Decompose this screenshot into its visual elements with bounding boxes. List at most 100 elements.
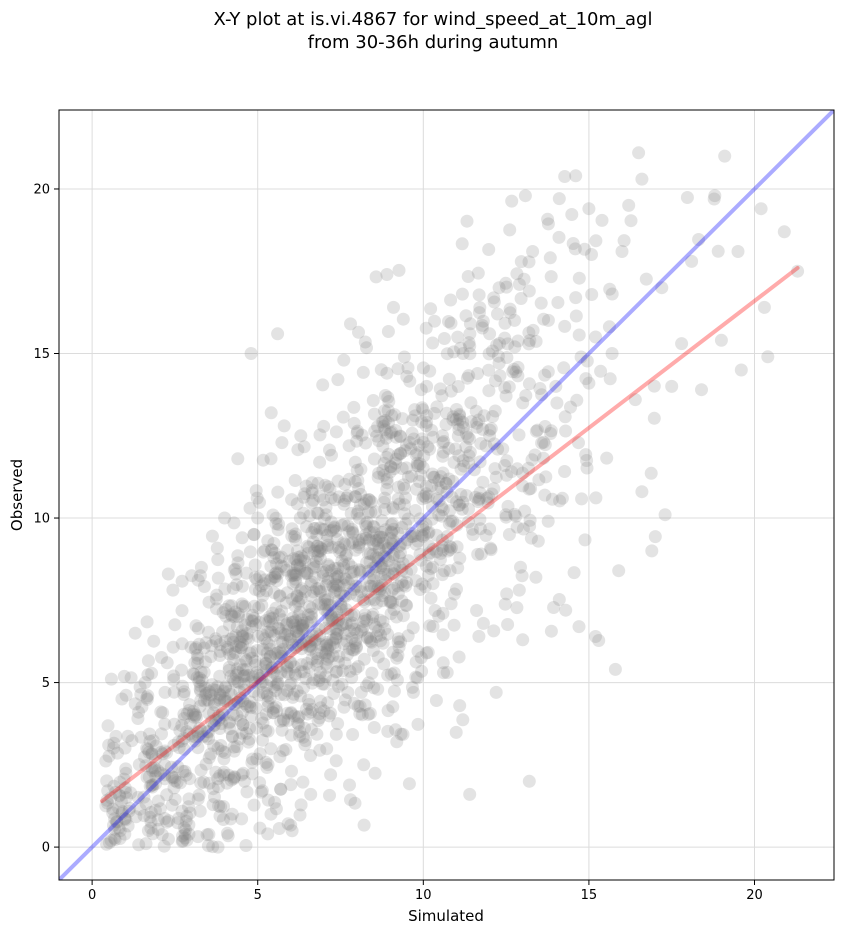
scatter-point <box>291 550 305 564</box>
scatter-point <box>463 317 477 331</box>
scatter-point <box>229 629 243 643</box>
scatter-point <box>131 790 145 804</box>
scatter-point <box>113 789 127 803</box>
scatter-point <box>188 734 202 748</box>
scatter-point <box>305 676 319 690</box>
scatter-point <box>446 410 460 424</box>
scatter-point <box>463 432 476 446</box>
scatter-point <box>356 593 370 607</box>
scatter-point <box>300 539 314 553</box>
scatter-point <box>255 628 269 642</box>
scatter-point <box>385 526 399 540</box>
scatter-point <box>493 337 506 350</box>
scatter-point <box>761 350 775 364</box>
scatter-point <box>278 688 291 702</box>
scatter-point <box>182 727 196 741</box>
scatter-point <box>374 628 387 642</box>
scatter-point <box>413 512 427 526</box>
scatter-point <box>273 750 287 764</box>
scatter-point <box>522 337 536 351</box>
scatter-point <box>428 604 442 617</box>
scatter-point <box>102 836 116 850</box>
scatter-point <box>422 548 435 562</box>
scatter-point <box>500 280 513 294</box>
scatter-point <box>219 603 233 616</box>
scatter-point <box>209 632 223 646</box>
scatter-point <box>213 769 227 783</box>
scatter-point <box>268 567 282 581</box>
scatter-point <box>177 688 191 701</box>
scatter-point <box>582 376 596 390</box>
scatter-point <box>354 585 368 599</box>
scatter-point <box>267 665 281 679</box>
scatter-point <box>305 703 319 716</box>
scatter-point <box>552 230 566 244</box>
scatter-point <box>488 374 502 388</box>
scatter-point <box>422 539 436 553</box>
scatter-point <box>635 485 649 499</box>
scatter-point <box>306 535 320 549</box>
scatter-point <box>211 553 225 567</box>
chart-title-line-2: from 30-36h during autumn <box>308 32 559 53</box>
scatter-point <box>331 623 345 637</box>
scatter-point <box>293 618 307 632</box>
scatter-point <box>256 545 270 559</box>
scatter-point <box>399 517 413 531</box>
scatter-point <box>406 413 420 427</box>
scatter-point <box>396 578 410 592</box>
scatter-point <box>517 272 531 286</box>
scatter-point <box>167 673 181 687</box>
scatter-point <box>318 593 332 607</box>
scatter-point <box>259 657 273 671</box>
scatter-point <box>371 650 385 664</box>
scatter-point <box>288 599 302 613</box>
scatter-point <box>355 428 369 442</box>
scatter-point <box>165 798 179 812</box>
scatter-point <box>375 594 389 608</box>
scatter-point <box>313 552 327 566</box>
scatter-point <box>318 621 332 635</box>
scatter-point <box>246 752 259 766</box>
scatter-point <box>146 734 160 748</box>
scatter-point <box>284 818 298 832</box>
scatter-point <box>226 581 240 595</box>
scatter-point <box>310 582 324 596</box>
regression-fit-line <box>100 265 800 804</box>
scatter-point <box>113 824 127 838</box>
scatter-point <box>477 409 491 423</box>
scatter-point <box>329 578 343 591</box>
scatter-point <box>285 824 299 838</box>
scatter-point <box>718 149 732 163</box>
scatter-point <box>298 567 312 580</box>
scatter-point <box>419 321 433 335</box>
scatter-point <box>457 459 471 473</box>
scatter-point <box>224 608 238 622</box>
scatter-point <box>277 714 291 728</box>
scatter-point <box>337 536 351 550</box>
scatter-point <box>385 583 399 597</box>
scatter-point <box>304 723 318 736</box>
scatter-point <box>305 575 319 589</box>
scatter-point <box>440 666 454 679</box>
scatter-point <box>531 534 545 548</box>
scatter-point <box>191 830 205 844</box>
scatter-point <box>419 419 433 433</box>
scatter-point <box>328 572 342 586</box>
scatter-point <box>579 448 593 462</box>
scatter-point <box>121 819 135 833</box>
scatter-point <box>470 604 484 617</box>
scatter-point <box>473 301 487 315</box>
scatter-point <box>177 821 191 835</box>
scatter-point <box>196 730 210 744</box>
scatter-point <box>387 300 400 314</box>
scatter-point <box>318 523 332 536</box>
scatter-point <box>349 579 363 593</box>
scatter-point <box>348 636 362 650</box>
scatter-point <box>460 214 474 228</box>
scatter-point <box>415 664 429 678</box>
scatter-point <box>336 618 350 631</box>
scatter-point <box>442 441 456 455</box>
scatter-point <box>256 686 270 699</box>
scatter-point <box>148 752 162 766</box>
scatter-point <box>231 610 245 623</box>
